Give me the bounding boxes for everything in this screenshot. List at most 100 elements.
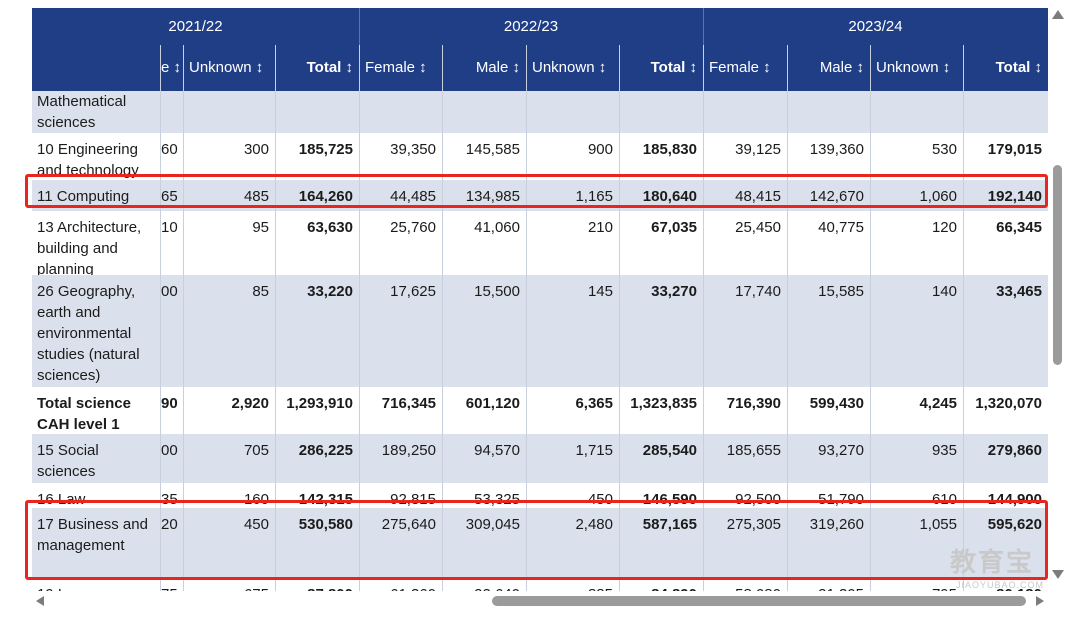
value-cell: 450 <box>587 491 613 508</box>
value-cell <box>359 91 442 97</box>
column-header-sort[interactable]: Total ↕ <box>650 59 697 76</box>
value-cell: 140 <box>931 283 957 300</box>
value-cell: 885 <box>526 578 619 591</box>
value-cell <box>442 91 526 97</box>
value-cell: 17,625 <box>390 283 436 300</box>
value-cell: 179,015 <box>987 141 1042 158</box>
value-cell: 40,775 <box>818 219 864 236</box>
value-cell <box>787 91 870 97</box>
column-header-sort[interactable]: Total ↕ <box>306 59 353 76</box>
highlight-business-row <box>25 500 1048 580</box>
grid-line <box>359 45 360 591</box>
column-header-sort[interactable]: Female ↕ <box>709 59 771 76</box>
data-table: 2021/22 2022/23 2023/24 e ↕ Unknown ↕ Tota… <box>32 8 1048 591</box>
subject-cell: 11 Computing <box>37 188 130 205</box>
value-cell: 935 <box>931 442 957 459</box>
value-cell: 84,890 <box>619 578 703 591</box>
value-cell: 35 <box>161 491 178 508</box>
value-cell: 65 <box>161 188 178 205</box>
value-cell: 00 <box>161 442 178 459</box>
value-cell: 485 <box>243 188 269 205</box>
grid-line <box>442 45 443 591</box>
subject-cell: Mathematical sciences <box>37 93 127 131</box>
subject-cell: 26 Geography, earth and environmental st… <box>37 283 140 384</box>
value-cell: 185,655 <box>726 442 781 459</box>
value-cell: 286,225 <box>298 442 353 459</box>
highlight-computing-row <box>25 174 1048 208</box>
table-row: 16 Law 35 160 142,315 92,815 53,325 450 146,590… <box>32 483 1048 508</box>
column-header-sort[interactable]: Male ↕ <box>819 59 864 76</box>
table-row: 10 Engineering and technology 60 300 185,72… <box>32 133 1048 180</box>
value-cell: 601,120 <box>465 395 520 412</box>
value-cell: 120 <box>931 219 957 236</box>
value-cell: 450 <box>243 516 269 533</box>
value-cell: 39,350 <box>390 141 436 158</box>
value-cell: 145,585 <box>465 141 520 158</box>
grid-line <box>619 45 620 591</box>
subject-cell: Total science CAH level 1 <box>37 395 131 433</box>
table-row: Mathematical sciences <box>32 91 1048 133</box>
value-cell <box>526 91 619 97</box>
value-cell: 210 <box>587 219 613 236</box>
vertical-scroll-thumb[interactable] <box>1053 165 1062 365</box>
value-cell: 66,345 <box>996 219 1042 236</box>
value-cell: 164,260 <box>298 188 353 205</box>
value-cell: 33,220 <box>307 283 353 300</box>
value-cell: 95 <box>252 219 269 236</box>
grid-line <box>870 45 871 591</box>
column-header-sort[interactable]: Total ↕ <box>995 59 1042 76</box>
table-row: 15 Social sciences 00 705 286,225 189,250 94,… <box>32 434 1048 483</box>
value-cell <box>183 91 275 97</box>
grid-line <box>787 45 788 591</box>
value-cell <box>703 91 787 97</box>
value-cell <box>160 91 183 97</box>
value-cell: 1,320,070 <box>975 395 1042 412</box>
column-header-sort[interactable]: Unknown ↕ <box>189 59 264 76</box>
value-cell: 2,920 <box>231 395 269 412</box>
grid-line <box>703 45 704 591</box>
year-2023-24: 2023/24 <box>848 18 903 35</box>
column-header-sort[interactable]: Unknown ↕ <box>876 59 951 76</box>
table-row: 26 Geography, earth and environmental st… <box>32 275 1048 387</box>
value-cell: 48,415 <box>735 188 781 205</box>
value-cell: 530 <box>931 141 957 158</box>
value-cell: 90 <box>161 395 178 412</box>
value-cell: 146,590 <box>642 491 697 508</box>
scroll-up-arrow-icon[interactable] <box>1052 10 1064 19</box>
value-cell: 80,180 <box>963 578 1048 591</box>
value-cell <box>963 91 1048 97</box>
value-cell: 85 <box>252 283 269 300</box>
value-cell: 33,465 <box>996 283 1042 300</box>
value-cell: 10 <box>161 219 178 236</box>
value-cell: 145 <box>587 283 613 300</box>
table-row: 17 Business and management 20 450 530,580 27… <box>32 508 1048 578</box>
value-cell: 20 <box>161 516 178 533</box>
column-header-sort[interactable]: Unknown ↕ <box>532 59 607 76</box>
value-cell: 275,305 <box>726 516 781 533</box>
grid-line <box>160 45 161 591</box>
horizontal-scroll-thumb[interactable] <box>492 596 1026 606</box>
year-header-row: 2021/22 2022/23 2023/24 <box>32 8 1048 45</box>
subject-cell: 19 Language <box>32 578 160 591</box>
column-header-sort[interactable]: e ↕ <box>161 59 182 76</box>
value-cell: 716,345 <box>381 395 436 412</box>
value-cell: 15,500 <box>474 283 520 300</box>
column-header-sort[interactable]: Female ↕ <box>365 59 427 76</box>
value-cell <box>619 91 703 97</box>
column-header-sort[interactable]: Male ↕ <box>475 59 520 76</box>
value-cell: 180,640 <box>642 188 697 205</box>
value-cell: 192,140 <box>987 188 1042 205</box>
value-cell <box>275 91 359 97</box>
year-2022-23: 2022/23 <box>503 18 559 35</box>
value-cell: 160 <box>243 491 269 508</box>
scroll-down-arrow-icon[interactable] <box>1052 570 1064 579</box>
value-cell: 17,740 <box>735 283 781 300</box>
value-cell: 92,500 <box>735 491 781 508</box>
scroll-right-arrow-icon[interactable] <box>1036 596 1044 606</box>
value-cell: 1,165 <box>575 188 613 205</box>
value-cell: 610 <box>931 491 957 508</box>
value-cell: 134,985 <box>465 188 520 205</box>
scroll-left-arrow-icon[interactable] <box>36 596 44 606</box>
grid-line <box>183 45 184 591</box>
value-cell: 63,630 <box>307 219 353 236</box>
